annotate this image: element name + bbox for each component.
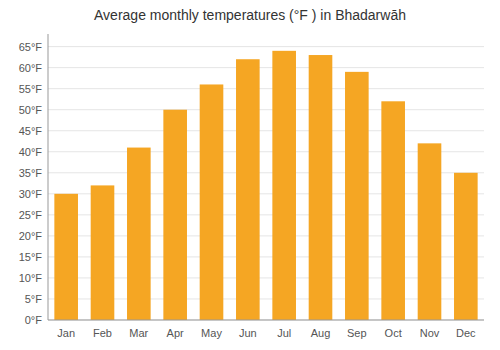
- y-tick-label: 10°F: [19, 272, 43, 284]
- x-tick-label: Jun: [239, 327, 257, 339]
- bar: [309, 55, 333, 320]
- bar: [418, 143, 442, 320]
- x-tick-label: Mar: [129, 327, 148, 339]
- x-tick-label: Oct: [385, 327, 402, 339]
- y-tick-label: 20°F: [19, 230, 43, 242]
- title: Average monthly temperatures (°F ) in Bh…: [94, 7, 406, 23]
- bar: [91, 185, 115, 320]
- x-tick-label: Dec: [456, 327, 476, 339]
- grid-line: [48, 109, 484, 110]
- y-tick-label: 45°F: [19, 125, 43, 137]
- y-tick-label: 55°F: [19, 83, 43, 95]
- y-tick-label: 35°F: [19, 167, 43, 179]
- grid-line: [48, 67, 484, 68]
- bar: [54, 194, 78, 320]
- grid-line: [48, 320, 484, 321]
- grid-line: [48, 130, 484, 131]
- bar: [127, 148, 151, 320]
- y-tick-label: 65°F: [19, 41, 43, 53]
- bar: [454, 173, 478, 320]
- grid-line: [48, 46, 484, 47]
- grid: [48, 47, 484, 320]
- y-tick-label: 5°F: [25, 293, 43, 305]
- bar: [345, 72, 369, 320]
- y-tick-label: 50°F: [19, 104, 43, 116]
- y-tick-label: 40°F: [19, 146, 43, 158]
- chart: Average monthly temperatures (°F ) in Bh…: [0, 0, 500, 350]
- y-tick-label: 15°F: [19, 251, 43, 263]
- y-axis-line: [48, 34, 49, 320]
- bar: [163, 110, 187, 320]
- x-tick-label: Sep: [347, 327, 367, 339]
- y-tick-label: 25°F: [19, 209, 43, 221]
- bar: [236, 59, 260, 320]
- x-tick-label: Aug: [311, 327, 331, 339]
- x-axis-line: [48, 320, 484, 321]
- x-tick-label: Nov: [420, 327, 440, 339]
- x-tick-label: Apr: [167, 327, 184, 339]
- bar: [381, 101, 405, 320]
- bars: [54, 51, 477, 320]
- x-tick-label: Feb: [93, 327, 112, 339]
- bar: [200, 84, 224, 320]
- grid-line: [48, 88, 484, 89]
- x-tick-label: Jan: [57, 327, 75, 339]
- y-tick-label: 0°F: [25, 314, 43, 326]
- y-tick-label: 30°F: [19, 188, 43, 200]
- y-tick-label: 60°F: [19, 62, 43, 74]
- bar: [272, 51, 296, 320]
- x-tick-label: Jul: [277, 327, 291, 339]
- x-tick-label: May: [201, 327, 222, 339]
